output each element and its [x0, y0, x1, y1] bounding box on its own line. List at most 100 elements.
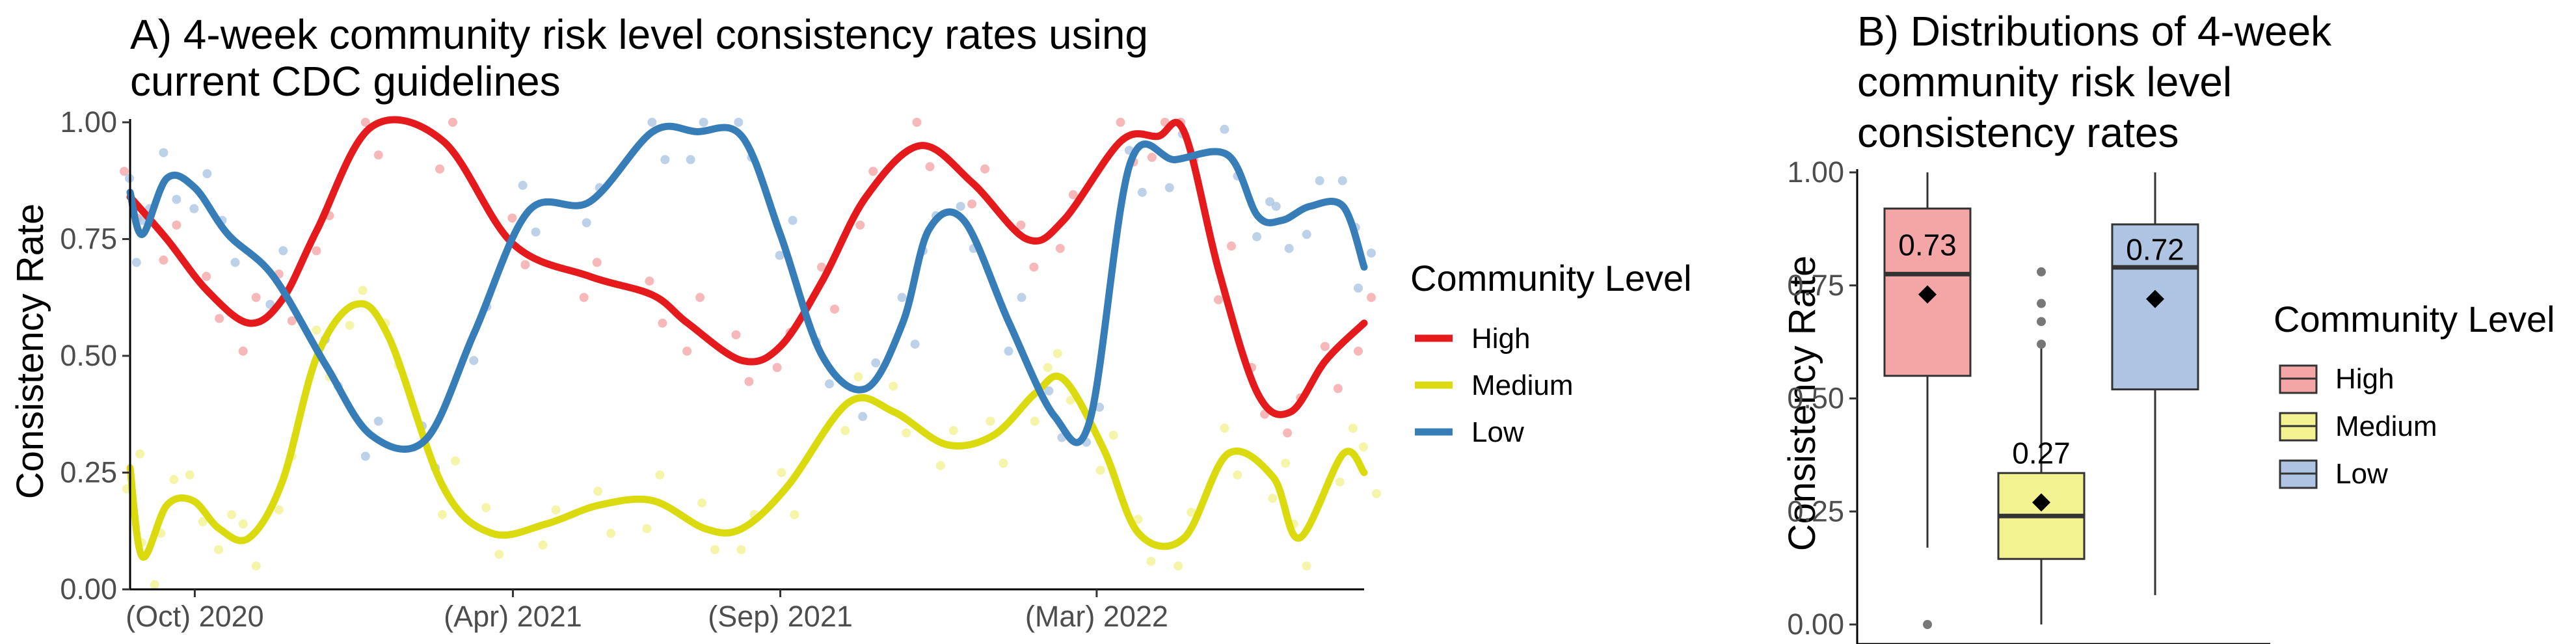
point-high	[1214, 295, 1223, 304]
point-high	[1068, 190, 1078, 200]
point-high	[287, 316, 297, 326]
series-line-low	[126, 122, 1368, 453]
point-medium	[1108, 431, 1118, 440]
point-medium	[1335, 477, 1345, 487]
point-high	[855, 221, 865, 230]
point-medium	[1066, 396, 1075, 405]
panel-b-y-tick-label: 1.00	[1787, 155, 1844, 189]
point-low	[518, 180, 528, 190]
point-low	[910, 340, 920, 349]
point-medium	[935, 461, 945, 470]
point-high	[507, 213, 517, 223]
point-medium	[538, 540, 548, 550]
point-medium	[790, 510, 799, 520]
point-high	[645, 276, 654, 286]
point-high	[1147, 152, 1157, 162]
point-medium	[481, 503, 491, 513]
point-high	[912, 118, 922, 127]
point-high	[448, 118, 457, 127]
point-high	[1016, 221, 1026, 230]
point-low	[871, 358, 881, 368]
point-low	[775, 250, 785, 260]
panel-b-y-tick-label: 0.50	[1787, 382, 1844, 415]
box-high	[1883, 208, 1972, 377]
panel-b-title-line-2: community risk level	[1857, 59, 2232, 105]
point-low	[1044, 386, 1054, 396]
panel-a-x-tick-label: (Sep) 2021	[708, 600, 853, 633]
point-low	[858, 412, 868, 422]
point-low	[172, 195, 181, 204]
point-medium	[1281, 459, 1291, 468]
point-low	[1252, 232, 1262, 241]
mean-label-high: 0.73	[1898, 228, 1957, 262]
point-low	[582, 218, 591, 228]
point-low	[1367, 248, 1376, 258]
panel-a-legend-title: Community Level	[1410, 258, 1692, 299]
point-high	[682, 346, 692, 356]
panel-a-lines	[126, 116, 1368, 561]
point-low	[531, 227, 541, 237]
point-high	[830, 304, 839, 314]
point-high	[1055, 243, 1065, 253]
outlier-medium	[2037, 340, 2046, 349]
legend-label-high: High	[2335, 363, 2395, 395]
legend-label-low: Low	[2335, 458, 2388, 490]
point-low	[734, 118, 744, 127]
point-low	[1271, 202, 1281, 211]
outlier-medium	[2037, 267, 2046, 276]
series-line-medium	[126, 300, 1368, 561]
legend-label-high: High	[1471, 323, 1531, 355]
legend-label-low: Low	[1471, 416, 1524, 448]
panel-a-points	[120, 118, 1381, 589]
panel-a-title-line-2: current CDC guidelines	[130, 58, 561, 105]
point-high	[579, 293, 589, 302]
point-high	[238, 346, 248, 356]
panel-b-y-axis-title: Consistency Rate	[1781, 256, 1823, 552]
panel-b-y-tick-label: 0.75	[1787, 269, 1844, 302]
point-high	[520, 260, 530, 269]
point-medium	[1095, 465, 1105, 475]
point-medium	[889, 381, 898, 391]
point-high	[202, 271, 211, 281]
panel-b-title-line-3: consistency rates	[1857, 109, 2179, 156]
point-medium	[551, 505, 561, 515]
panel-b-legend-title: Community Level	[2274, 299, 2555, 340]
point-medium	[1233, 470, 1242, 480]
point-low	[1017, 293, 1026, 302]
panel-a-x-tick-label: (Oct) 2020	[126, 600, 264, 633]
mean-marker-low	[2146, 289, 2164, 308]
point-medium	[1220, 423, 1229, 433]
panel-b: B) Distributions of 4-week community ris…	[1781, 8, 2555, 644]
point-low	[686, 155, 695, 165]
point-low	[131, 258, 141, 267]
point-medium	[251, 561, 261, 571]
panel-b-axes: 0.00 0.25 0.50 0.75 1.00	[1787, 155, 2270, 644]
point-medium	[135, 449, 144, 459]
point-medium	[438, 510, 447, 520]
point-medium	[710, 545, 719, 554]
point-low	[956, 202, 965, 211]
point-medium	[777, 468, 786, 477]
panel-a-legend: Community Level High Medium Low	[1410, 258, 1692, 448]
point-medium	[1187, 507, 1196, 517]
point-high	[817, 262, 826, 272]
point-high	[967, 199, 977, 209]
point-high	[435, 164, 444, 174]
mean-marker-medium	[2032, 493, 2050, 512]
panel-a-y-tick-label: 0.00	[60, 572, 117, 606]
point-low	[897, 293, 907, 302]
point-medium	[150, 580, 159, 589]
point-low	[1220, 124, 1229, 134]
panel-a-x-tick-label: (Apr) 2021	[444, 600, 582, 633]
point-medium	[606, 528, 616, 538]
point-high	[251, 293, 261, 302]
point-low	[1164, 183, 1174, 193]
panel-b-title-line-1: B) Distributions of 4-week	[1857, 8, 2332, 55]
point-medium	[345, 321, 355, 330]
legend-label-medium: Medium	[1471, 369, 1574, 401]
panel-a-y-tick-label: 0.50	[60, 339, 117, 372]
point-medium	[494, 550, 504, 559]
panel-b-legend: Community Level High Medium Low	[2274, 299, 2555, 490]
point-medium	[840, 425, 850, 435]
panel-a-y-tick-label: 1.00	[60, 105, 117, 139]
